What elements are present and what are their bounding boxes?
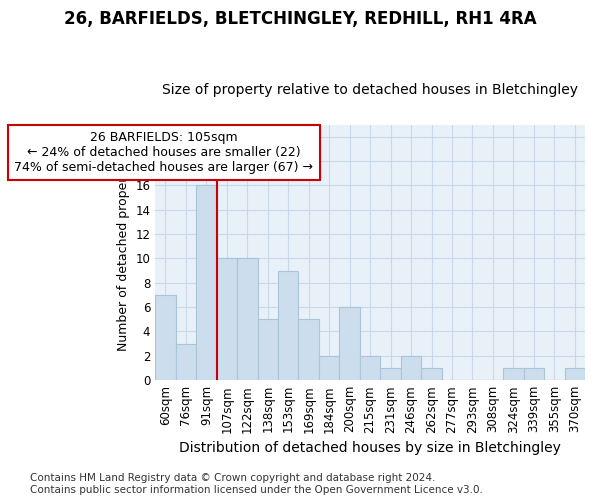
Bar bbox=[237, 258, 257, 380]
Bar bbox=[155, 295, 176, 380]
Bar bbox=[298, 320, 319, 380]
Bar bbox=[360, 356, 380, 380]
Text: 26 BARFIELDS: 105sqm
← 24% of detached houses are smaller (22)
74% of semi-detac: 26 BARFIELDS: 105sqm ← 24% of detached h… bbox=[14, 131, 313, 174]
Bar bbox=[278, 270, 298, 380]
Title: Size of property relative to detached houses in Bletchingley: Size of property relative to detached ho… bbox=[162, 83, 578, 97]
Bar bbox=[421, 368, 442, 380]
Bar bbox=[565, 368, 585, 380]
Bar bbox=[176, 344, 196, 380]
Bar bbox=[196, 186, 217, 380]
Bar bbox=[340, 307, 360, 380]
Text: 26, BARFIELDS, BLETCHINGLEY, REDHILL, RH1 4RA: 26, BARFIELDS, BLETCHINGLEY, REDHILL, RH… bbox=[64, 10, 536, 28]
Bar bbox=[524, 368, 544, 380]
Text: Contains HM Land Registry data © Crown copyright and database right 2024.
Contai: Contains HM Land Registry data © Crown c… bbox=[30, 474, 483, 495]
X-axis label: Distribution of detached houses by size in Bletchingley: Distribution of detached houses by size … bbox=[179, 441, 561, 455]
Bar bbox=[401, 356, 421, 380]
Y-axis label: Number of detached properties: Number of detached properties bbox=[117, 154, 130, 351]
Bar bbox=[319, 356, 340, 380]
Bar bbox=[257, 320, 278, 380]
Bar bbox=[503, 368, 524, 380]
Bar bbox=[217, 258, 237, 380]
Bar bbox=[380, 368, 401, 380]
